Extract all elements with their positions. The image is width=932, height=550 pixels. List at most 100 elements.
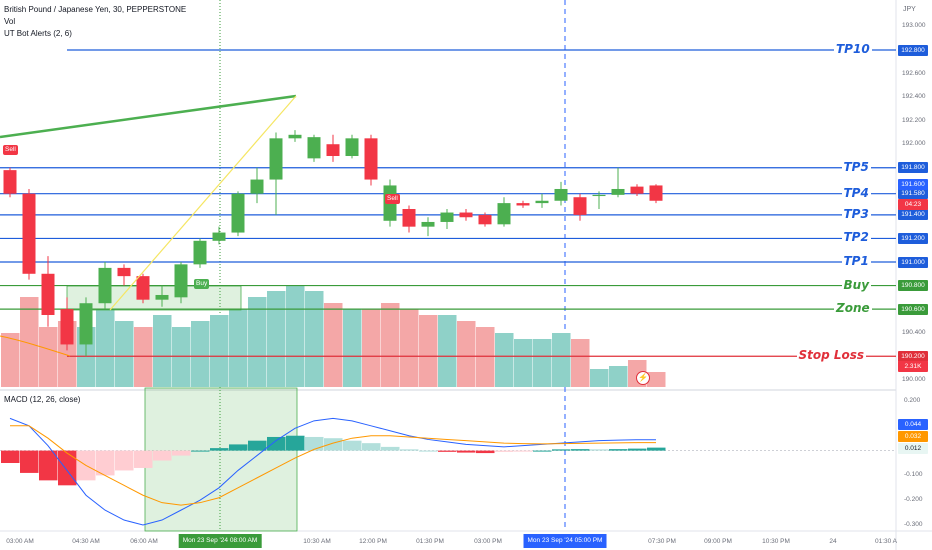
macd-histogram-bar	[305, 436, 324, 451]
candle-body	[421, 221, 435, 227]
macd-histogram-bar	[134, 450, 153, 468]
macd-histogram-bar	[438, 450, 457, 452]
level-price-tag: 191.400	[898, 209, 928, 221]
candle-body	[307, 137, 321, 159]
volume-legend[interactable]: Vol	[4, 17, 16, 26]
candle-body	[250, 179, 264, 194]
sell-signal-flag[interactable]: Sell	[3, 145, 18, 155]
time-axis-label: 01:30 A	[874, 538, 898, 545]
candle-body	[402, 209, 416, 227]
volume-bar	[362, 309, 381, 387]
candle-body	[535, 200, 549, 204]
candle-body	[60, 309, 74, 345]
volume-bar	[400, 309, 419, 387]
time-axis-label: 06:00 AM	[130, 538, 158, 545]
volume-bar	[381, 303, 400, 387]
volume-bar	[210, 315, 229, 387]
macd-histogram-bar	[324, 438, 343, 451]
level-price-tag: 191.200	[898, 232, 928, 244]
buy-signal-flag[interactable]: Buy	[194, 279, 210, 289]
volume-tag: 2.31K	[898, 361, 928, 372]
candle-body	[288, 134, 302, 139]
macd-histogram-bar	[343, 440, 362, 451]
macd-histogram-bar	[267, 436, 286, 451]
candle-body	[611, 188, 625, 195]
volume-bar	[571, 339, 590, 387]
macd-histogram-bar	[533, 450, 552, 452]
macd-axis-label: 0.200	[904, 397, 921, 404]
macd-histogram-bar	[191, 450, 210, 452]
candle-body	[326, 144, 340, 156]
candle-body	[269, 138, 283, 180]
candle-body	[592, 194, 606, 197]
sell-signal-flag[interactable]: Sell	[385, 194, 400, 204]
level-label: TP1	[841, 254, 871, 268]
macd-histogram-bar	[39, 450, 58, 481]
price-axis-label: 190.400	[902, 328, 926, 336]
candle-body	[516, 203, 530, 206]
macd-histogram-bar	[609, 449, 628, 451]
macd-histogram-bar	[1, 450, 20, 463]
macd-histogram-bar	[115, 450, 134, 471]
price-axis-label: 192.000	[902, 140, 926, 148]
volume-bar	[267, 291, 286, 387]
price-axis-label: 192.200	[902, 116, 926, 124]
time-axis-label: 10:30 AM	[303, 538, 331, 545]
level-price-tag: 190.800	[898, 280, 928, 292]
buy-zone	[66, 285, 242, 311]
time-axis-label: 04:30 AM	[72, 538, 100, 545]
macd-axis-label: -0.100	[904, 471, 923, 479]
volume-bar	[172, 327, 191, 387]
volume-bar	[590, 369, 609, 387]
level-label: TP5	[841, 159, 871, 174]
time-axis-label: 03:00 PM	[474, 538, 502, 545]
macd-histogram-bar	[419, 450, 438, 452]
macd-histogram-bar	[362, 443, 381, 451]
macd-histogram-bar	[229, 444, 248, 451]
price-axis-label: 190.000	[902, 375, 926, 383]
currency-label: JPY	[903, 6, 916, 13]
ut-bot-legend[interactable]: UT Bot Alerts (2, 6)	[4, 29, 72, 38]
volume-bar	[324, 303, 343, 387]
alert-icon[interactable]: ⚡	[636, 371, 650, 385]
level-price-tag: 192.800	[898, 44, 928, 56]
level-label: TP4	[841, 185, 871, 200]
volume-bar	[286, 285, 305, 387]
level-price-tag: 190.600	[898, 303, 928, 315]
macd-histogram-bar	[457, 450, 476, 453]
volume-bar	[96, 309, 115, 387]
macd-histogram-bar	[172, 450, 191, 456]
candle-body	[478, 214, 492, 225]
signal-line	[10, 425, 656, 506]
volume-bar	[1, 333, 20, 387]
candle-body	[364, 138, 378, 180]
symbol-title[interactable]: British Pound / Japanese Yen, 30, PEPPER…	[4, 5, 187, 14]
level-label: Zone	[834, 301, 872, 316]
countdown-tag: 04:23	[898, 199, 928, 210]
candle-body	[98, 267, 112, 304]
time-axis-label: 07:30 PM	[648, 538, 676, 545]
volume-bar	[533, 339, 552, 387]
fib-line	[109, 95, 297, 311]
time-axis-label: 24	[829, 538, 837, 545]
candle-body	[136, 276, 150, 300]
price-axis-label: 193.000	[902, 22, 926, 30]
macd-legend[interactable]: MACD (12, 26, close)	[4, 395, 81, 404]
candle-body	[649, 185, 663, 201]
candle-body	[41, 273, 55, 315]
candle-body	[554, 188, 568, 201]
candle-body	[79, 303, 93, 345]
candle-body	[345, 138, 359, 156]
candle-body	[497, 203, 511, 225]
volume-bar	[229, 309, 248, 387]
volume-bar	[134, 327, 153, 387]
volume-bar	[153, 315, 172, 387]
candle-body	[573, 197, 587, 215]
candle-body	[212, 232, 226, 241]
price-axis-label: 192.600	[902, 69, 926, 77]
volume-bar	[248, 297, 267, 387]
macd-histogram-bar	[571, 449, 590, 451]
start-time-tag: Mon 23 Sep '24 08:00 AM	[178, 534, 262, 548]
volume-bar	[476, 327, 495, 387]
